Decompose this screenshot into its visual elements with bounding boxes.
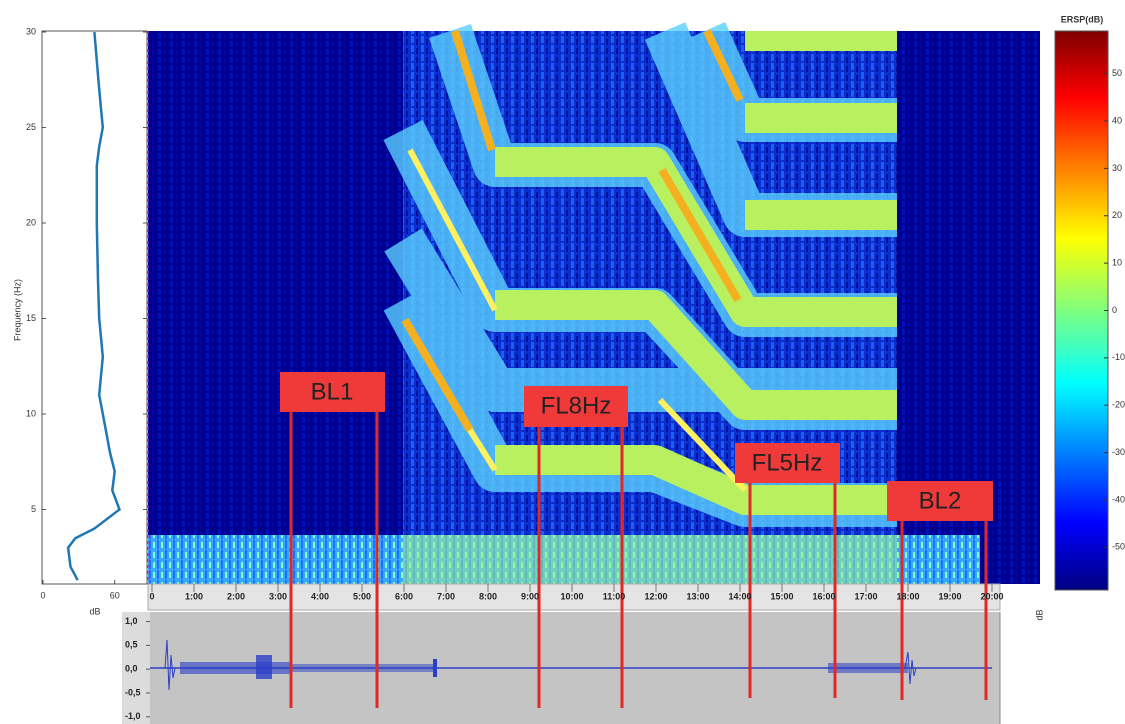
colorbar-tick-label: -10 [1112, 352, 1125, 362]
profile-frame [42, 31, 147, 584]
time-label: 1:00 [185, 591, 203, 601]
time-label: 4:00 [311, 591, 329, 601]
colorbar-tick-label: -40 [1112, 494, 1125, 504]
annotation-label: FL5Hz [752, 449, 823, 476]
annotation-label: FL8Hz [541, 392, 612, 419]
profile-x-label: dB [89, 606, 100, 616]
colorbar-tick-label: -20 [1112, 400, 1125, 410]
time-label: 5:00 [353, 591, 371, 601]
colorbar-tick-label: -30 [1112, 447, 1125, 457]
waveform-tick-label: 0,5 [125, 640, 138, 650]
time-label: 9:00 [521, 591, 539, 601]
y-tick-label: 10 [26, 408, 36, 418]
figure: dB Frequency (Hz) [0, 0, 1125, 724]
colorbar-tick-label: 50 [1112, 68, 1122, 78]
time-label: 16:00 [812, 591, 835, 601]
time-label: 12:00 [644, 591, 667, 601]
time-label: 7:00 [437, 591, 455, 601]
annotation-label: BL2 [919, 487, 962, 514]
colorbar-tick-label: -50 [1112, 542, 1125, 552]
colorbar [1055, 31, 1108, 590]
time-label: 18:00 [896, 591, 919, 601]
time-label: 11:00 [603, 591, 626, 601]
y-axis-label: Frequency (Hz) [12, 279, 22, 341]
y-tick-label: 5 [31, 504, 36, 514]
time-label: 2:00 [227, 591, 245, 601]
waveform-tick-label: 1,0 [125, 616, 138, 626]
y-tick-label: 20 [26, 217, 36, 227]
y-tick-label: 15 [26, 313, 36, 323]
colorbar-side-label: dB [1034, 609, 1044, 620]
time-label: 20:00 [980, 591, 1003, 601]
waveform-tick-label: -0,5 [125, 687, 141, 697]
colorbar-tick-label: 20 [1112, 210, 1122, 220]
colorbar-tick-label: 10 [1112, 258, 1122, 268]
time-label: 10:00 [560, 591, 583, 601]
annotation-label: BL1 [311, 378, 354, 405]
colorbar-tick-label: 30 [1112, 163, 1122, 173]
time-label: 15:00 [770, 591, 793, 601]
time-label: 14:00 [728, 591, 751, 601]
x-tick-label: 0 [40, 590, 45, 600]
time-label: 8:00 [479, 591, 497, 601]
time-label: 6:00 [395, 591, 413, 601]
time-label: 13:00 [686, 591, 709, 601]
colorbar-tick-label: 0 [1112, 305, 1117, 315]
y-tick-label: 30 [26, 26, 36, 36]
waveform-tick-label: -1,0 [125, 711, 141, 721]
colorbar-tick-label: 40 [1112, 115, 1122, 125]
y-tick-label: 25 [26, 122, 36, 132]
time-label: 19:00 [938, 591, 961, 601]
x-tick-label: 60 [110, 590, 120, 600]
time-label: 0 [149, 591, 154, 601]
time-label: 3:00 [269, 591, 287, 601]
time-label: 17:00 [854, 591, 877, 601]
waveform-tick-label: 0,0 [125, 664, 138, 674]
colorbar-title: ERSP(dB) [1061, 14, 1104, 24]
